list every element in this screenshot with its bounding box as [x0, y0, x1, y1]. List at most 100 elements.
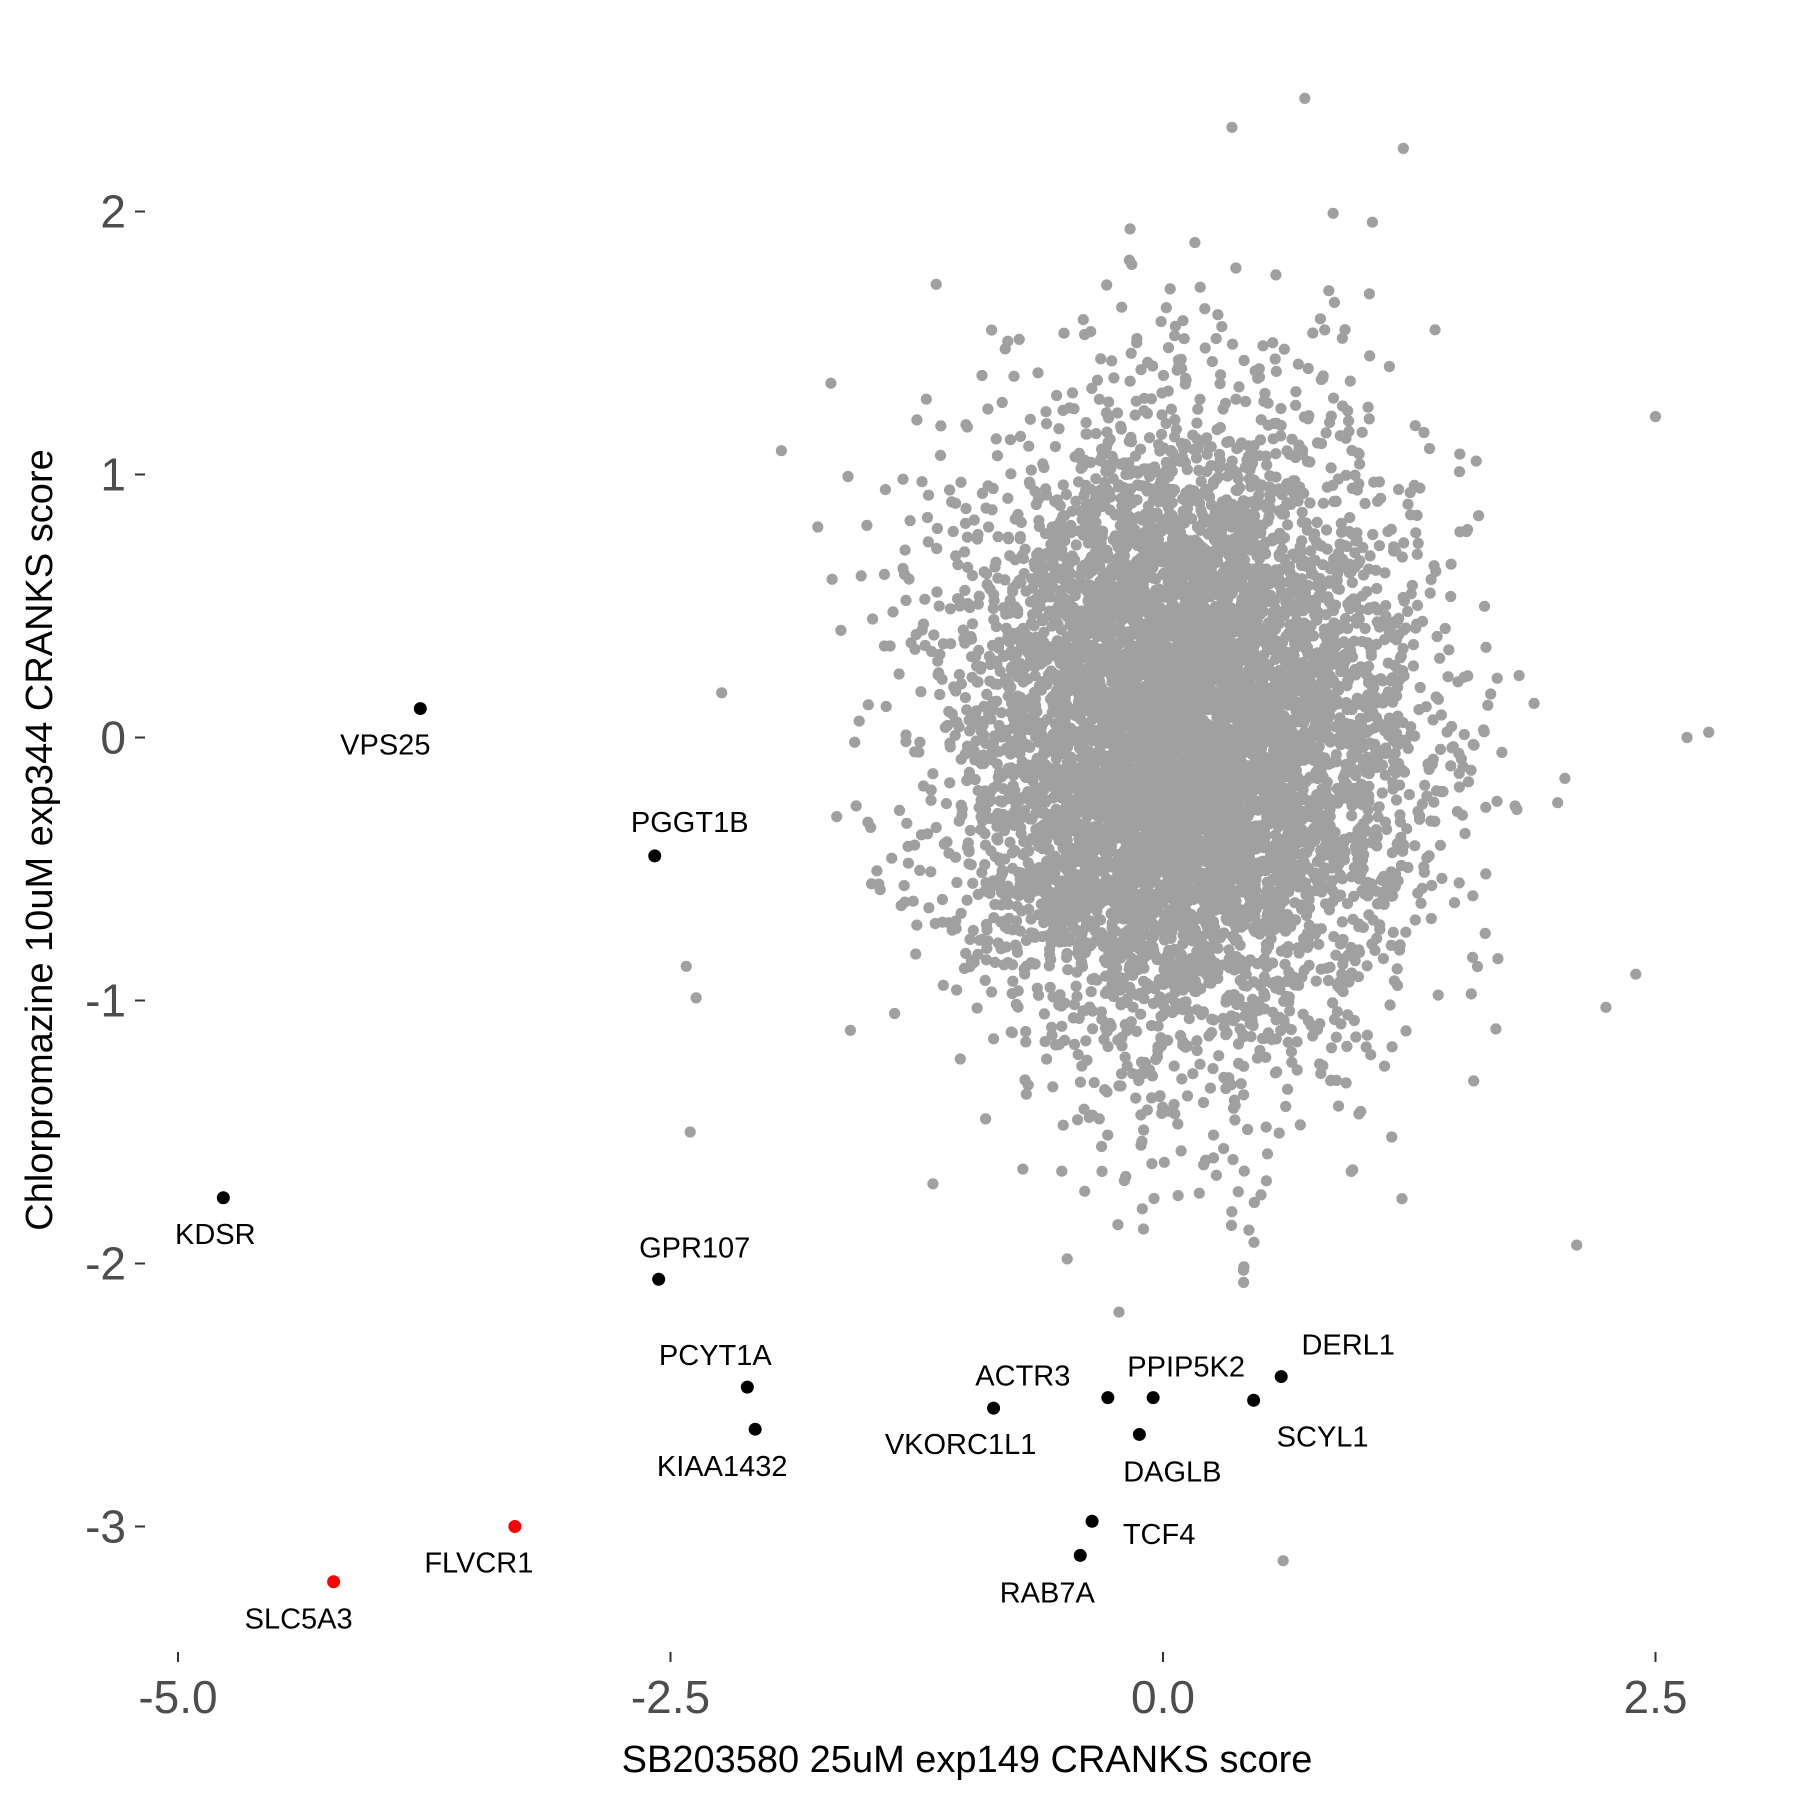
background-point — [989, 561, 1001, 573]
background-point — [1325, 1042, 1338, 1054]
background-point — [1290, 386, 1302, 398]
background-point — [904, 515, 916, 527]
background-point — [842, 470, 854, 483]
background-point — [1259, 387, 1271, 400]
background-point — [1009, 784, 1021, 796]
background-point — [1467, 738, 1479, 751]
background-point — [886, 852, 898, 864]
background-point — [1002, 898, 1014, 911]
background-point — [1061, 756, 1073, 769]
background-point — [1316, 438, 1328, 450]
background-point — [961, 894, 973, 906]
background-point — [1238, 1165, 1250, 1177]
background-point — [1207, 1063, 1219, 1075]
background-point — [1391, 690, 1403, 702]
background-point — [1240, 395, 1252, 408]
background-point — [988, 1033, 1000, 1045]
background-point — [871, 865, 883, 877]
background-point — [1187, 429, 1199, 441]
background-point — [1442, 671, 1454, 683]
background-point — [1345, 1165, 1357, 1177]
background-point — [1363, 780, 1375, 792]
background-point — [1358, 569, 1370, 581]
background-point — [922, 536, 934, 548]
background-point — [1012, 985, 1024, 997]
background-point — [1366, 938, 1378, 950]
background-point — [1215, 369, 1227, 381]
background-point — [928, 629, 940, 641]
background-point — [1337, 400, 1349, 412]
background-point — [1191, 1044, 1203, 1057]
background-point — [1362, 738, 1374, 750]
background-point — [1207, 1129, 1220, 1141]
background-point — [1061, 1253, 1073, 1265]
background-point — [1164, 283, 1176, 295]
background-point — [1226, 1206, 1238, 1218]
background-point — [1335, 517, 1347, 530]
background-point — [1101, 279, 1113, 291]
background-point — [1124, 375, 1136, 387]
background-point — [1085, 986, 1097, 998]
background-point — [1346, 810, 1358, 822]
background-point — [972, 528, 984, 541]
background-point — [1465, 988, 1477, 1000]
background-point — [1119, 1051, 1131, 1063]
background-point — [1172, 361, 1184, 373]
background-point — [1478, 724, 1490, 736]
background-point — [1285, 1046, 1297, 1058]
background-point — [1025, 913, 1037, 925]
background-point — [910, 948, 922, 960]
background-point — [1340, 1077, 1352, 1089]
background-point — [1199, 342, 1211, 354]
background-point — [979, 974, 991, 987]
background-point — [1343, 415, 1355, 427]
background-point — [1002, 492, 1014, 504]
background-point — [953, 669, 966, 681]
background-point — [1096, 1140, 1108, 1153]
background-point — [1081, 670, 1093, 683]
background-point — [1125, 347, 1137, 359]
background-point — [1314, 1058, 1326, 1070]
background-point — [1193, 1187, 1205, 1199]
background-point — [1396, 1193, 1408, 1205]
background-point — [1032, 367, 1044, 379]
background-point — [1513, 670, 1525, 682]
background-point — [1310, 975, 1322, 987]
background-point — [1455, 753, 1467, 765]
background-point — [1435, 709, 1447, 721]
background-point — [1078, 1103, 1090, 1115]
background-point — [1108, 372, 1120, 384]
background-point — [1255, 1189, 1267, 1201]
background-point — [1334, 869, 1346, 881]
background-point — [1384, 999, 1396, 1011]
background-point — [1123, 254, 1135, 266]
background-point — [1420, 701, 1432, 713]
background-point — [1107, 473, 1119, 485]
background-point — [1165, 403, 1177, 415]
background-point — [1468, 1075, 1480, 1087]
background-point — [1095, 353, 1107, 365]
background-point — [1030, 498, 1042, 511]
background-point — [862, 699, 874, 711]
background-point — [1325, 1075, 1337, 1087]
background-point — [1057, 510, 1069, 522]
background-point — [963, 844, 975, 856]
background-point — [1376, 787, 1388, 799]
background-point — [1262, 397, 1274, 409]
background-point — [1020, 1025, 1032, 1038]
background-point — [1284, 1005, 1296, 1017]
background-point — [1131, 333, 1143, 345]
background-point — [1073, 1012, 1085, 1024]
background-point — [902, 840, 914, 853]
background-point — [1447, 741, 1459, 753]
background-point — [1230, 262, 1242, 274]
background-point — [1213, 1050, 1225, 1062]
background-point — [1031, 982, 1043, 994]
background-point — [1361, 960, 1373, 972]
background-point — [1058, 327, 1070, 339]
background-point — [1480, 801, 1492, 813]
background-point — [1130, 1092, 1142, 1104]
background-point — [1176, 1073, 1188, 1085]
background-points — [680, 92, 1715, 1567]
background-point — [825, 377, 837, 389]
